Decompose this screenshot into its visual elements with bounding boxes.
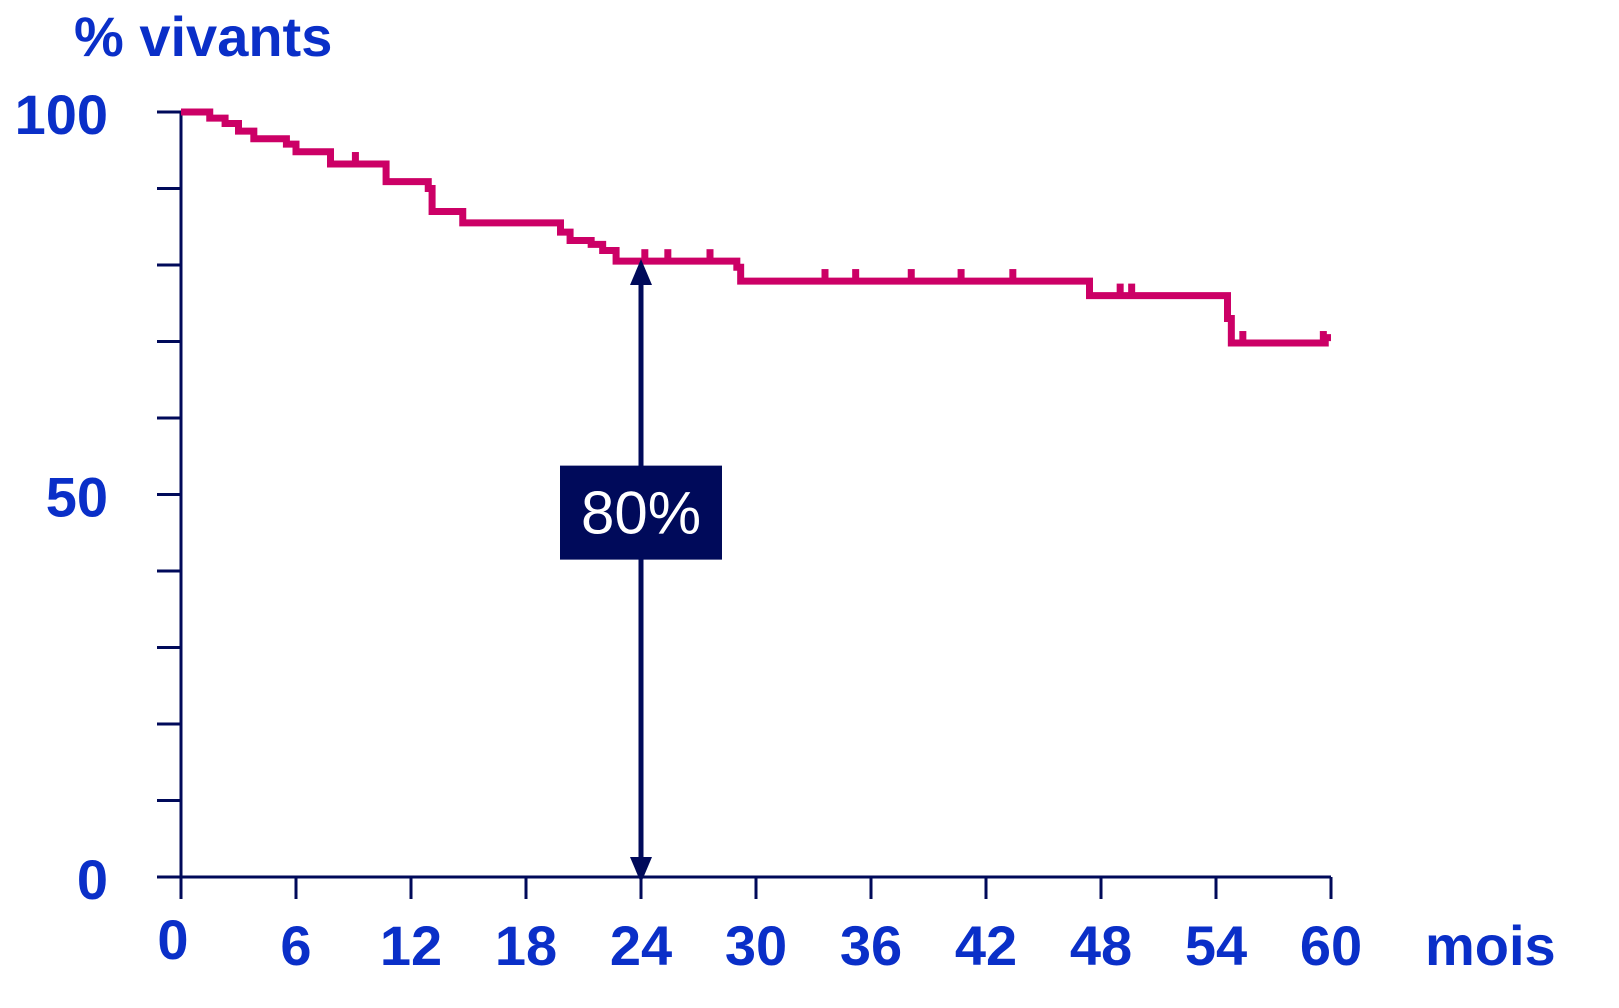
x-tick-label: 12 [380,914,442,977]
x-tick-label: 24 [610,914,672,977]
x-tick-label: 36 [840,914,902,977]
survival-curve [181,108,1331,347]
x-tick-label: 42 [955,914,1017,977]
y-tick-label: 50 [46,466,108,529]
series-layer [181,108,1331,347]
x-tick-label: 6 [280,914,311,977]
y-tick-label: 100 [15,83,108,146]
annotation-arrowhead-up [630,259,652,285]
annotation-layer: 80% [560,259,722,883]
x-tick-label: 0 [157,908,188,971]
y-axis-label: % vivants [74,5,332,68]
x-tick-label: 48 [1070,914,1132,977]
annotation-label-box [560,465,722,560]
axes: 0 50 100 0 6 12 18 24 30 36 42 48 54 60 [15,83,1363,977]
x-tick-label: 60 [1300,914,1362,977]
annotation-label: 80% [581,480,701,547]
x-tick-label: 30 [725,914,787,977]
annotation-arrowhead-down [630,857,652,883]
y-tick-label: 0 [77,848,108,911]
x-tick-label: 18 [495,914,557,977]
x-axis-label: mois [1425,914,1556,977]
x-tick-label: 54 [1185,914,1247,977]
